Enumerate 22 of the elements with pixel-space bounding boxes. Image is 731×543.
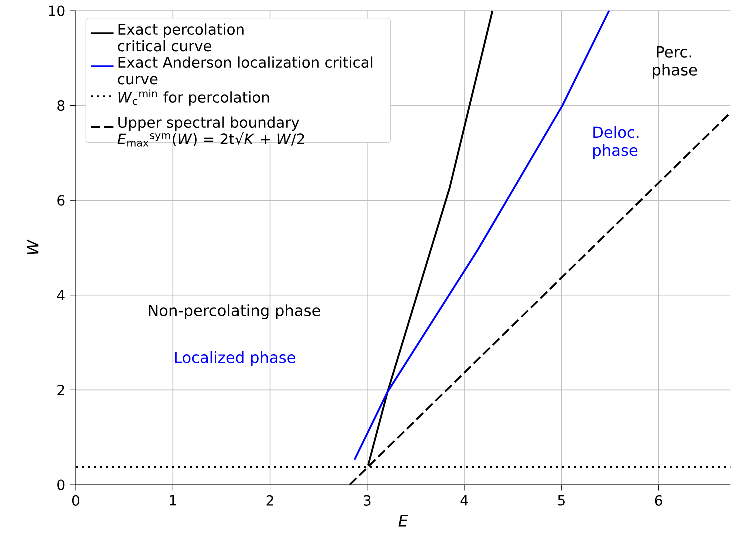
annotation: Non-percolating phase [149, 304, 320, 320]
x-tick-label: 4 [460, 495, 468, 506]
y-tick-label: 4 [57, 290, 65, 300]
y-tick-label: 6 [58, 195, 65, 206]
y-tick-label: 0 [58, 480, 65, 490]
x-tick-label: 6 [655, 495, 662, 506]
y-axis-title: W [26, 240, 39, 254]
y-tick-label: 8 [58, 100, 65, 112]
legend-label: W$_{c}$$^{min}$ for percolation [118, 90, 270, 106]
annotation: Localized phase [175, 351, 296, 366]
text: Upper spectral boundary E$_{max}$$^{sym}$(W) = 2t√K + W/2 [118, 116, 304, 147]
x-tick-label: 5 [558, 495, 565, 506]
x-tick-label: 3 [364, 495, 371, 506]
y-tick-label: 2 [58, 385, 64, 396]
x-tick-label: 0 [72, 495, 80, 506]
y-tick-label: 10 [49, 6, 65, 16]
annotation: Perc. phase [653, 46, 698, 79]
x-tick-label: 2 [266, 495, 274, 506]
legend-label: Exact percolation critical curve [118, 24, 244, 52]
x-axis-title: E [398, 515, 408, 527]
annotation: Deloc. phase [594, 126, 639, 160]
x-tick-label: 1 [170, 495, 176, 506]
